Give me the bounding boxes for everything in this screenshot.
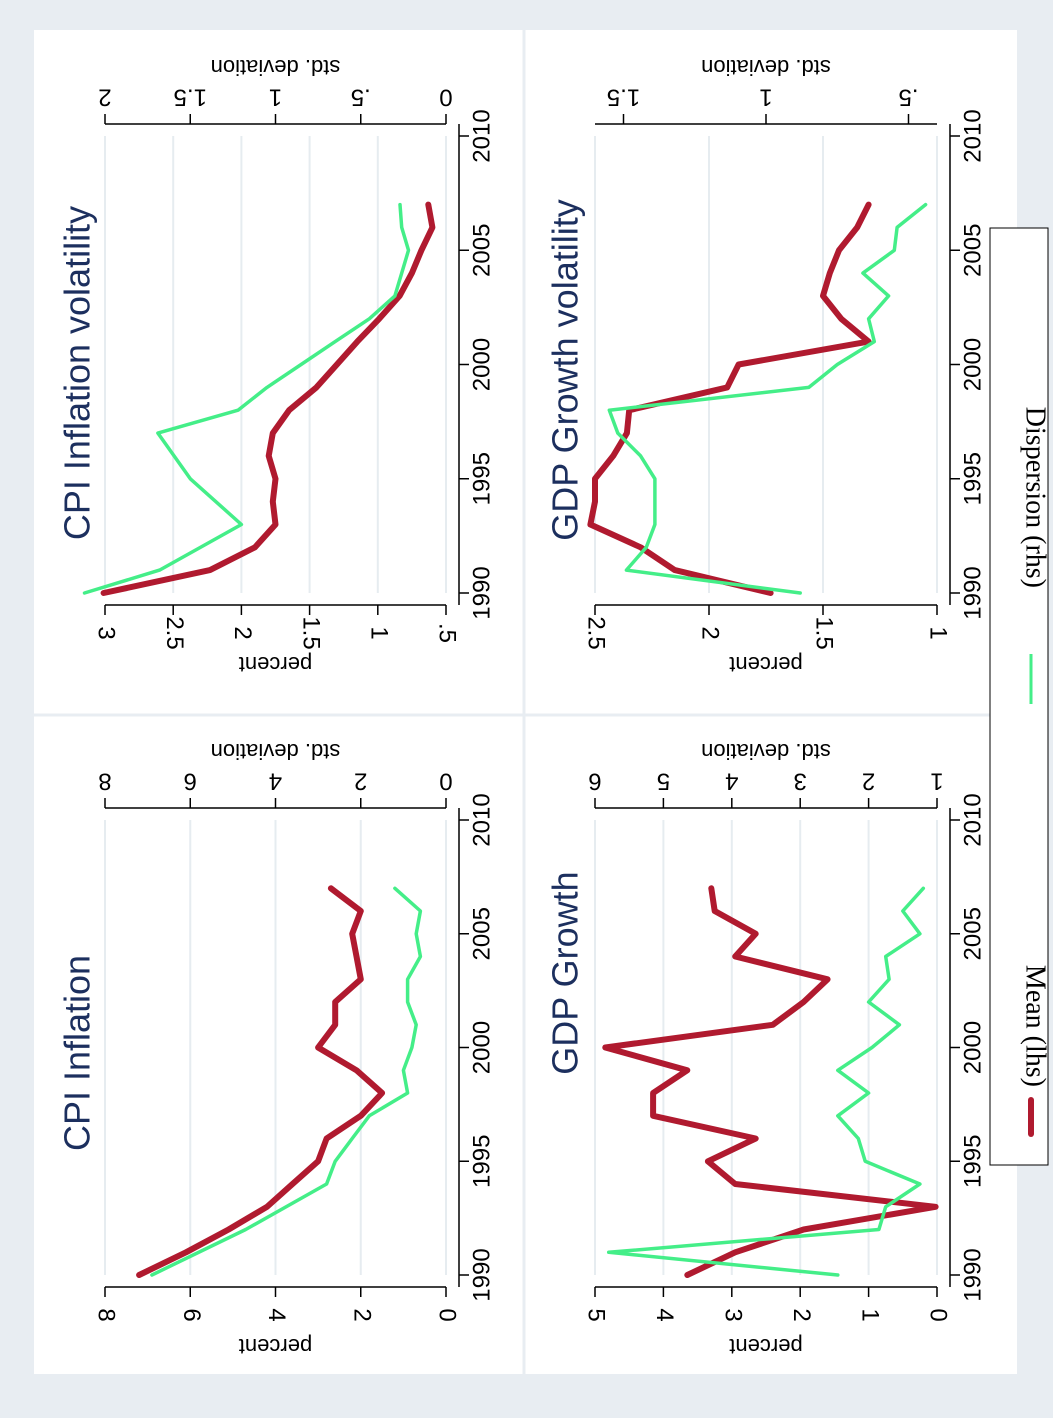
y-tick-label: 2 <box>788 1308 815 1321</box>
x-tick-label: 1990 <box>959 566 986 619</box>
chart-title: CPI Inflation volatility <box>57 206 98 540</box>
x-tick-label: 2000 <box>959 338 986 391</box>
y-tick-label: 2 <box>348 1308 375 1321</box>
y-tick-label: 1 <box>856 1308 883 1321</box>
y2-tick-label: 1.5 <box>607 84 640 111</box>
y2-axis-label: std. deviation <box>211 55 341 80</box>
y2-tick-label: 6 <box>184 768 197 795</box>
series-mean-line <box>100 201 436 596</box>
x-tick-label: 2000 <box>959 1021 986 1074</box>
legend: Mean (lhs) Dispersion (rhs) <box>989 227 1051 1166</box>
y-axis-label: percent <box>729 1334 802 1359</box>
y-tick-label: 8 <box>93 1308 120 1321</box>
x-tick-label: 1990 <box>468 566 495 619</box>
y2-tick-label: 2 <box>98 84 111 111</box>
x-tick-label: 2010 <box>468 109 495 162</box>
x-tick-label: 1990 <box>959 1248 986 1301</box>
series-dispersion-line <box>82 202 411 595</box>
y2-tick-label: 8 <box>98 768 111 795</box>
y2-tick-label: 4 <box>269 768 282 795</box>
x-tick-label: 2000 <box>468 338 495 391</box>
series-dispersion-line <box>606 886 926 1277</box>
legend-dispersion-label: Dispersion (rhs) <box>1020 407 1051 588</box>
y-tick-label: 0 <box>925 1308 952 1321</box>
chart-panel-3: 1990 1995 2000 2005 2010 0 1 2 3 4 5 percent 1 2 3 4 5 6 s… <box>545 739 987 1359</box>
y2-tick-label: 3 <box>794 768 807 795</box>
series-mean-line <box>136 885 386 1278</box>
y-tick-label: 1 <box>925 626 952 639</box>
y2-tick-label: 1 <box>930 768 943 795</box>
x-tick-label: 2005 <box>959 907 986 960</box>
x-tick-label: 1990 <box>468 1248 495 1301</box>
y-tick-label: 5 <box>583 1308 610 1321</box>
y-axis-label: percent <box>239 652 312 677</box>
legend-box <box>989 227 1049 1166</box>
y-tick-label: 2.5 <box>583 616 610 649</box>
y2-tick-label: .5 <box>351 84 371 111</box>
x-tick-label: 2005 <box>959 224 986 277</box>
y-tick-label: .5 <box>434 623 461 643</box>
y-tick-label: 3 <box>93 626 120 639</box>
y-tick-label: 3 <box>719 1308 746 1321</box>
chart-title: GDP Growth <box>545 871 586 1074</box>
series-dispersion-line <box>150 886 423 1277</box>
y-tick-label: 2.5 <box>161 616 188 649</box>
x-tick-label: 2010 <box>468 793 495 846</box>
y-tick-label: 0 <box>434 1308 461 1321</box>
x-tick-label: 1995 <box>468 1135 495 1188</box>
y-tick-label: 1.5 <box>297 616 324 649</box>
y2-tick-label: 5 <box>657 768 670 795</box>
y2-tick-label: 2 <box>354 768 367 795</box>
y-tick-label: 4 <box>263 1308 290 1321</box>
y2-tick-label: 0 <box>439 84 452 111</box>
y-tick-label: 1.5 <box>811 616 838 649</box>
legend-mean-label: Mean (lhs) <box>1020 965 1051 1087</box>
series-mean-line <box>587 201 872 596</box>
x-tick-label: 2010 <box>959 109 986 162</box>
y2-tick-label: 1.5 <box>174 84 207 111</box>
y2-tick-label: 0 <box>439 768 452 795</box>
x-tick-label: 2005 <box>468 224 495 277</box>
y-axis-label: percent <box>239 1334 312 1359</box>
charts: 1990199520002005201002468percent02468std… <box>57 55 987 1359</box>
y-tick-label: 6 <box>178 1308 205 1321</box>
y2-tick-label: 4 <box>725 768 738 795</box>
chart-title: CPI Inflation <box>57 955 98 1151</box>
y-axis-label: percent <box>729 652 802 677</box>
series-dispersion-line <box>607 202 928 595</box>
x-tick-label: 1995 <box>468 452 495 505</box>
y2-axis-label: std. deviation <box>211 739 341 764</box>
series-mean-line <box>602 885 939 1278</box>
chart-panel-4: 1990 1995 2000 2005 2010 1 1.5 2 2.5 percent .5 1 1.… <box>545 55 987 677</box>
x-tick-label: 2010 <box>959 793 986 846</box>
y-tick-label: 4 <box>651 1308 678 1321</box>
y2-tick-label: 1 <box>269 84 282 111</box>
y2-tick-label: 2 <box>862 768 875 795</box>
x-tick-label: 1995 <box>959 452 986 505</box>
x-tick-label: 2000 <box>468 1021 495 1074</box>
chart-panel-1: 1990 1995 2000 2005 2010 0 2 4 6 8 percent 0 2 4 6 8 std… <box>57 739 496 1359</box>
x-tick-label: 2005 <box>468 907 495 960</box>
y2-tick-label: 6 <box>588 768 601 795</box>
x-tick-label: 1995 <box>959 1135 986 1188</box>
chart-title: GDP Growth volatility <box>545 199 586 540</box>
y2-tick-label: .5 <box>898 84 918 111</box>
chart-panel-2: 1990 1995 2000 2005 2010 .5 1 1.5 2 2.5 3 percent 0.… <box>57 55 496 677</box>
y2-axis-label: std. deviation <box>701 55 831 80</box>
y2-axis-label: std. deviation <box>701 739 831 764</box>
y-tick-label: 1 <box>365 626 392 639</box>
y2-tick-label: 1 <box>759 84 772 111</box>
y-tick-label: 2 <box>697 626 724 639</box>
y-tick-label: 2 <box>229 626 256 639</box>
